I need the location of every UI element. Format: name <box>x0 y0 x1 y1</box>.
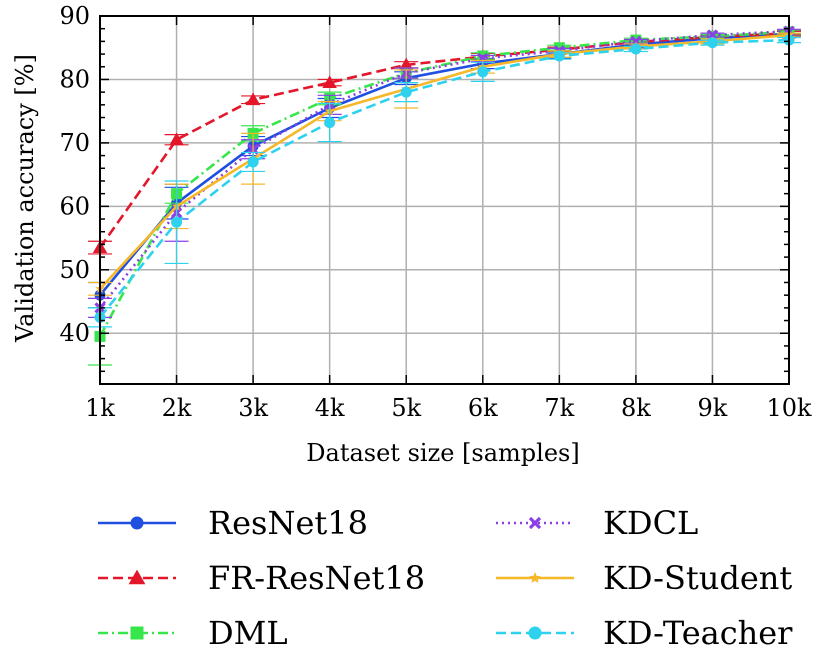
legend-marker <box>528 516 542 530</box>
series-line-kdcl <box>98 29 790 309</box>
legend-item-dml: DML <box>98 614 288 652</box>
x-tick-label: 8k <box>621 394 651 422</box>
legend-item-kd-teacher: KD-Teacher <box>496 614 793 652</box>
legend-label: KDCL <box>603 504 698 542</box>
data-point-fr-resnet18 <box>399 57 414 71</box>
y-tick-label: 60 <box>59 192 90 220</box>
errorbars-kd-student <box>88 32 801 296</box>
data-point-fr-resnet18 <box>245 92 261 106</box>
x-tick-label: 5k <box>391 394 421 422</box>
x-tick-label: 1k <box>85 394 115 422</box>
x-tick-label: 4k <box>315 394 345 422</box>
series-layer <box>88 25 801 366</box>
series-fr-resnet18 <box>88 25 801 255</box>
y-tick-label: 90 <box>59 2 90 30</box>
legend-label: DML <box>208 614 288 652</box>
legend-item-resnet18: ResNet18 <box>98 504 368 542</box>
legend-label: KD-Student <box>603 559 792 597</box>
data-point-kd-teacher <box>553 50 565 62</box>
x-tick-label: 9k <box>698 394 728 422</box>
legend-marker <box>130 516 144 530</box>
data-point-fr-resnet18 <box>169 132 184 146</box>
y-tick-label: 40 <box>59 319 90 347</box>
legend-label: FR-ResNet18 <box>208 559 425 597</box>
y-tick-label: 70 <box>59 129 90 157</box>
data-point-dml <box>553 42 565 54</box>
legend: ResNet18 FR-ResNet18 DML KDCL KD-Student KD-T… <box>98 504 793 652</box>
x-tick-label: 7k <box>544 394 574 422</box>
legend-marker <box>529 572 541 583</box>
x-tick-label: 10k <box>766 394 812 422</box>
x-tick-label: 3k <box>238 394 268 422</box>
data-point-kd-teacher <box>630 43 642 55</box>
y-axis-label: Validation accuracy [%] <box>11 54 39 343</box>
data-point-kd-teacher <box>171 216 183 228</box>
legend-marker <box>128 569 146 585</box>
errorbars-dml <box>88 29 801 366</box>
data-point-kd-teacher <box>706 37 718 49</box>
legend-item-kd-student: KD-Student <box>496 559 792 597</box>
legend-label: KD-Teacher <box>603 614 793 652</box>
data-point-kdcl <box>706 29 719 41</box>
data-point-fr-resnet18 <box>322 75 337 89</box>
legend-item-fr-resnet18: FR-ResNet18 <box>98 559 425 597</box>
axis-ticks <box>99 15 790 385</box>
x-tick-label: 6k <box>468 394 498 422</box>
data-point-kd-teacher <box>324 117 336 129</box>
errorbars-resnet18 <box>88 30 801 309</box>
x-axis-label: Dataset size [samples] <box>306 439 579 467</box>
data-point-kd-teacher <box>477 66 489 78</box>
legend-item-kdcl: KDCL <box>496 504 698 542</box>
data-point-kd-teacher <box>247 156 259 168</box>
errorbars-kdcl <box>88 28 801 318</box>
series-line-kd-teacher <box>98 38 790 319</box>
y-tick-label: 80 <box>59 65 90 93</box>
x-tick-label: 2k <box>162 394 192 422</box>
y-tick-label: 50 <box>59 256 90 284</box>
series-line-fr-resnet18 <box>98 31 790 249</box>
series-kd-teacher <box>88 34 801 328</box>
series-resnet18 <box>88 28 801 309</box>
legend-marker <box>528 626 542 640</box>
legend-label: ResNet18 <box>208 504 368 542</box>
series-line-kd-student <box>99 33 790 290</box>
data-point-kd-teacher <box>400 86 412 98</box>
legend-marker <box>130 626 144 640</box>
tick-labels: 1k 2k 3k 4k 5k 6k 7k 8k 9k 10k 40 50 60 70 80 90 <box>59 2 812 422</box>
series-line-resnet18 <box>99 32 790 297</box>
data-point-kdcl <box>477 52 489 65</box>
plot-frame <box>99 15 790 385</box>
